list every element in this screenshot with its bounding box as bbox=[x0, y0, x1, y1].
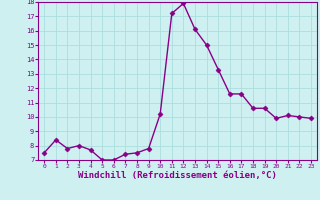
X-axis label: Windchill (Refroidissement éolien,°C): Windchill (Refroidissement éolien,°C) bbox=[78, 171, 277, 180]
